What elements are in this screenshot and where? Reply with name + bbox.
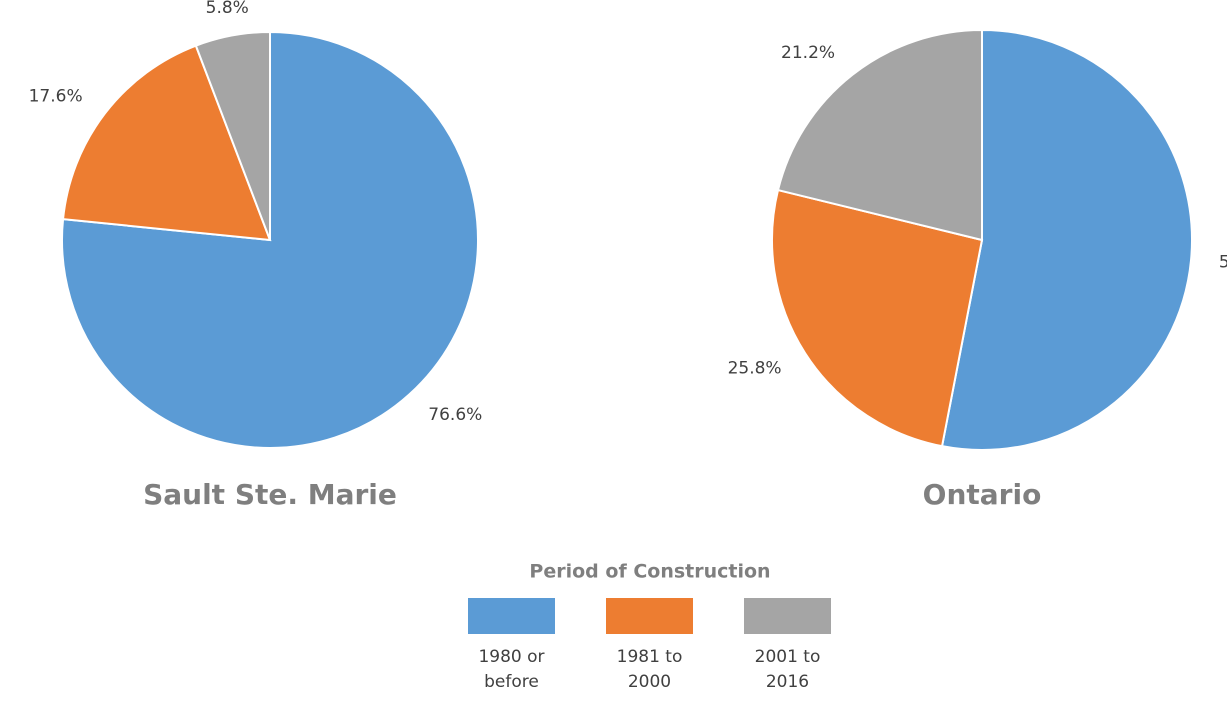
data-label: 21.2% bbox=[781, 43, 835, 63]
legend-label: 1981 to 2000 bbox=[616, 647, 683, 692]
data-label: 53.1 bbox=[1219, 253, 1227, 273]
legend-swatch bbox=[468, 598, 555, 634]
legend-title: Period of Construction bbox=[529, 561, 770, 583]
pie-slice bbox=[61, 30, 479, 449]
data-label: 76.6% bbox=[428, 405, 482, 425]
pie-slice bbox=[61, 44, 272, 242]
data-label: 5.8% bbox=[206, 0, 249, 18]
data-label: 17.6% bbox=[29, 87, 83, 107]
chart-title: Ontario bbox=[923, 478, 1042, 511]
pie-slice bbox=[940, 28, 1193, 451]
legend-label: 1980 or before bbox=[478, 647, 545, 692]
legend-label: 2001 to 2016 bbox=[754, 647, 821, 692]
pie-slice bbox=[776, 28, 983, 242]
legend-swatch bbox=[744, 598, 831, 634]
data-label: 25.8% bbox=[728, 358, 782, 378]
pie-slice bbox=[194, 30, 271, 241]
legend-swatch bbox=[606, 598, 693, 634]
chart-title: Sault Ste. Marie bbox=[143, 478, 397, 511]
pie-slice bbox=[771, 188, 984, 448]
